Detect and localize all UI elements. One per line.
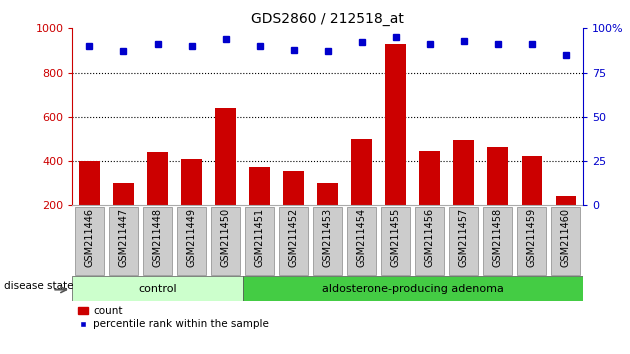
Bar: [522, 155, 542, 250]
Text: GSM211459: GSM211459: [527, 208, 537, 267]
Text: GSM211455: GSM211455: [391, 208, 401, 267]
Bar: [79, 161, 100, 250]
Text: GSM211460: GSM211460: [561, 208, 571, 267]
FancyBboxPatch shape: [75, 207, 104, 275]
Text: GSM211454: GSM211454: [357, 208, 367, 267]
Text: GSM211458: GSM211458: [493, 208, 503, 267]
Bar: [249, 167, 270, 250]
Bar: [181, 159, 202, 250]
FancyBboxPatch shape: [381, 207, 410, 275]
Text: GSM211450: GSM211450: [220, 208, 231, 267]
FancyBboxPatch shape: [551, 207, 580, 275]
FancyBboxPatch shape: [211, 207, 240, 275]
FancyBboxPatch shape: [279, 207, 308, 275]
Text: GSM211452: GSM211452: [289, 208, 299, 267]
Bar: [454, 140, 474, 250]
Text: GSM211446: GSM211446: [84, 208, 94, 267]
Title: GDS2860 / 212518_at: GDS2860 / 212518_at: [251, 12, 404, 26]
Bar: [284, 171, 304, 250]
Bar: [215, 108, 236, 250]
Bar: [352, 139, 372, 250]
FancyBboxPatch shape: [177, 207, 206, 275]
Bar: [318, 183, 338, 250]
FancyBboxPatch shape: [517, 207, 546, 275]
Legend: count, percentile rank within the sample: count, percentile rank within the sample: [77, 306, 269, 329]
FancyBboxPatch shape: [449, 207, 478, 275]
Bar: [556, 196, 576, 250]
Text: GSM211447: GSM211447: [118, 208, 129, 267]
Text: aldosterone-producing adenoma: aldosterone-producing adenoma: [322, 284, 503, 293]
FancyBboxPatch shape: [109, 207, 138, 275]
Text: GSM211453: GSM211453: [323, 208, 333, 267]
Bar: [113, 183, 134, 250]
Bar: [72, 276, 243, 301]
Bar: [243, 276, 583, 301]
Text: GSM211449: GSM211449: [186, 208, 197, 267]
FancyBboxPatch shape: [415, 207, 444, 275]
Bar: [386, 44, 406, 250]
Text: disease state: disease state: [4, 281, 73, 291]
Text: GSM211456: GSM211456: [425, 208, 435, 267]
FancyBboxPatch shape: [143, 207, 172, 275]
Text: GSM211457: GSM211457: [459, 208, 469, 267]
Text: control: control: [138, 284, 177, 293]
FancyBboxPatch shape: [347, 207, 376, 275]
FancyBboxPatch shape: [313, 207, 342, 275]
Bar: [488, 147, 508, 250]
Bar: [420, 151, 440, 250]
FancyBboxPatch shape: [245, 207, 274, 275]
FancyBboxPatch shape: [483, 207, 512, 275]
Text: GSM211451: GSM211451: [255, 208, 265, 267]
Bar: [147, 152, 168, 250]
Text: GSM211448: GSM211448: [152, 208, 163, 267]
